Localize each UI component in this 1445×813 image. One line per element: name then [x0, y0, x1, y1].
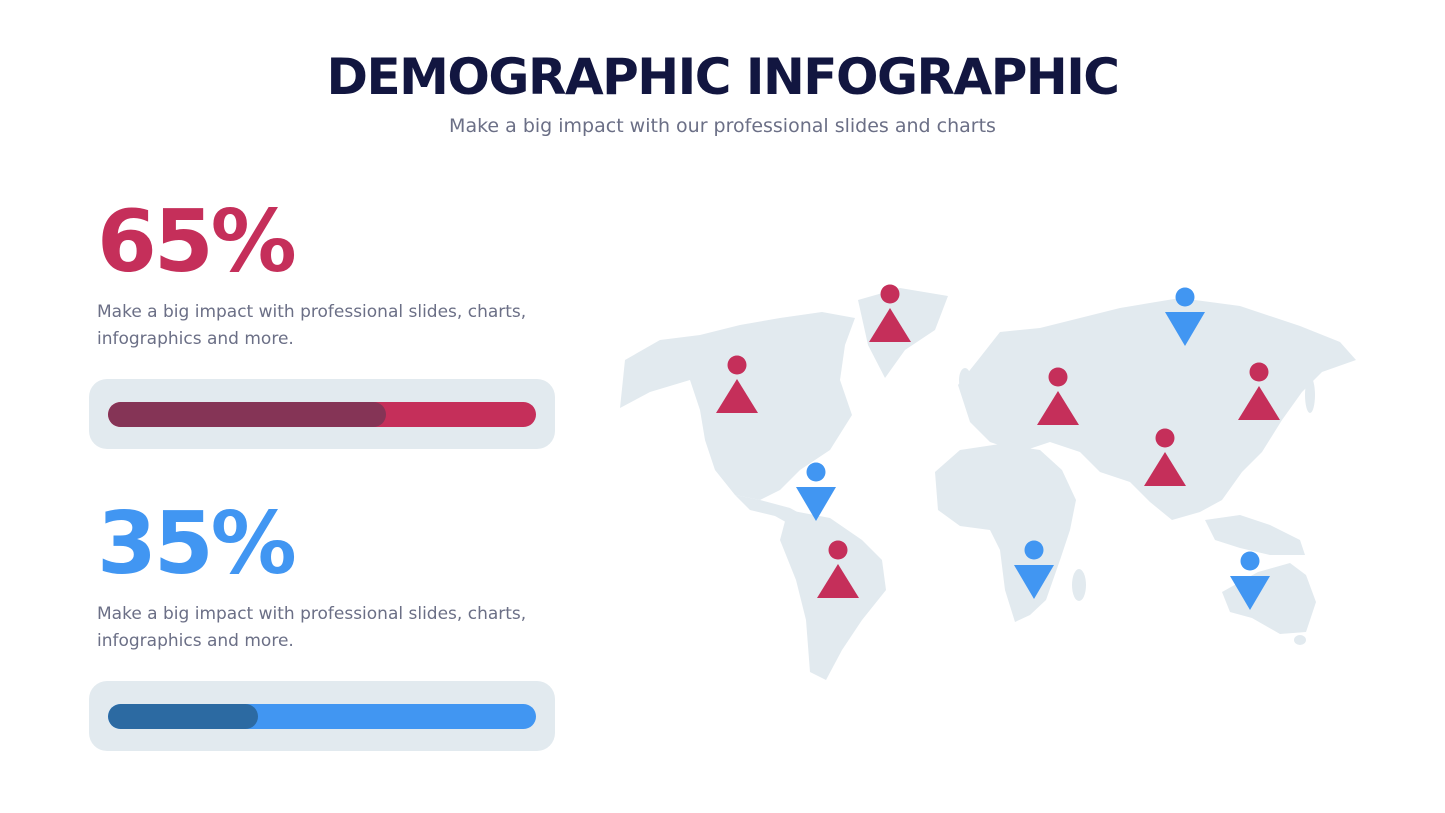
marker-body	[1238, 386, 1280, 420]
marker-body	[1014, 565, 1054, 599]
page-subtitle: Make a big impact with our professional …	[449, 115, 996, 137]
female-progress-bar	[108, 402, 536, 427]
female-marker-icon	[1238, 362, 1280, 420]
uk-shape	[959, 368, 971, 392]
marker-body	[869, 308, 911, 342]
marker-body	[817, 564, 859, 598]
male-description: Make a big impact with professional slid…	[97, 604, 527, 651]
marker-body	[1165, 312, 1205, 346]
madagascar-shape	[1072, 569, 1086, 601]
tasmania-shape	[1294, 635, 1306, 645]
female-percent: 65%	[97, 192, 297, 292]
female-marker-icon	[716, 355, 758, 413]
male-marker-icon	[1165, 287, 1205, 346]
eurasia-shape	[958, 298, 1356, 520]
marker-head	[727, 355, 747, 375]
marker-body	[1144, 452, 1186, 486]
marker-head	[806, 462, 826, 482]
female-progress-track	[89, 379, 555, 449]
female-marker-icon	[1144, 428, 1186, 486]
page-title: DEMOGRAPHIC INFOGRAPHIC	[326, 48, 1121, 106]
marker-head	[1048, 367, 1068, 387]
male-progress-fill	[108, 704, 258, 729]
female-marker-icon	[817, 540, 859, 598]
male-progress-track	[89, 681, 555, 751]
female-marker-icon	[869, 284, 911, 342]
southeast-asia-shape	[1205, 515, 1305, 555]
male-marker-icon	[796, 462, 836, 521]
female-marker-icon	[1037, 367, 1079, 425]
marker-body	[796, 487, 836, 521]
marker-body	[1037, 391, 1079, 425]
marker-head	[1155, 428, 1175, 448]
map-land	[620, 288, 1356, 680]
marker-head	[880, 284, 900, 304]
male-progress-bar	[108, 704, 536, 729]
marker-head	[1249, 362, 1269, 382]
africa-shape	[935, 444, 1076, 622]
marker-body	[716, 379, 758, 413]
female-description: Make a big impact with professional slid…	[97, 302, 527, 349]
marker-head	[828, 540, 848, 560]
marker-head	[1175, 287, 1195, 307]
marker-head	[1240, 551, 1260, 571]
female-progress-fill	[108, 402, 387, 427]
male-marker-icon	[1230, 551, 1270, 610]
japan-shape	[1305, 377, 1315, 413]
marker-body	[1230, 576, 1270, 610]
male-percent: 35%	[97, 494, 297, 594]
australia-shape	[1222, 563, 1316, 634]
male-marker-icon	[1014, 540, 1054, 599]
marker-head	[1024, 540, 1044, 560]
